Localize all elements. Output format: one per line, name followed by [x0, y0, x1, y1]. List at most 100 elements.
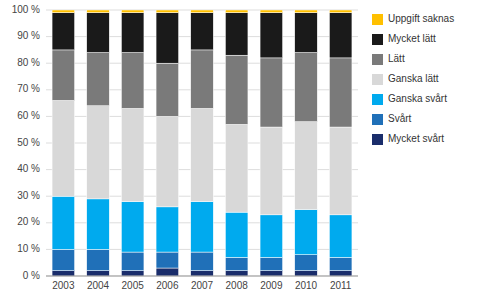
legend-swatch — [372, 94, 383, 105]
bar-segment — [260, 58, 283, 127]
bar-segment — [225, 124, 248, 212]
bar-segment — [87, 53, 110, 106]
bar-segment — [156, 10, 179, 13]
legend-label: Ganska lätt — [388, 73, 439, 84]
bar-segment — [260, 271, 283, 276]
bar-segment — [260, 10, 283, 13]
bar-segment — [87, 249, 110, 270]
legend-label: Mycket lätt — [388, 33, 436, 44]
y-tick-label: 80 % — [17, 57, 40, 68]
bar-segment — [295, 255, 318, 271]
y-tick-label: 90 % — [17, 30, 40, 41]
x-tick-label: 2007 — [191, 280, 214, 291]
bar-segment — [295, 10, 318, 13]
chart: 0 %10 %20 %30 %40 %50 %60 %70 %80 %90 %1… — [0, 0, 493, 299]
bar-segment — [52, 50, 75, 101]
bar-segment — [225, 10, 248, 13]
bar-segment — [52, 271, 75, 276]
grid — [46, 10, 358, 276]
bar-segment — [191, 252, 214, 271]
bar-segment — [121, 10, 144, 13]
legend-label: Ganska svårt — [388, 93, 447, 104]
bar-segment — [329, 58, 352, 127]
bar-segment — [329, 13, 352, 58]
bars — [52, 10, 352, 276]
bar-segment — [121, 108, 144, 201]
grid-line — [46, 276, 358, 277]
bar-segment — [87, 13, 110, 53]
bar-segment — [191, 202, 214, 253]
legend-label: Mycket svårt — [388, 133, 444, 144]
bar-segment — [121, 53, 144, 109]
bar-segment — [52, 10, 75, 13]
bar-segment — [329, 127, 352, 215]
y-tick-label: 40 % — [17, 163, 40, 174]
bar-segment — [260, 257, 283, 270]
bar-segment — [52, 13, 75, 50]
bar-segment — [191, 108, 214, 201]
y-tick-label: 100 % — [12, 4, 40, 15]
x-tick-label: 2009 — [260, 280, 283, 291]
bar-segment — [191, 50, 214, 109]
x-tick-label: 2010 — [295, 280, 318, 291]
bar-segment — [156, 63, 179, 116]
bar-segment — [87, 106, 110, 199]
bar-segment — [225, 257, 248, 270]
bar-segment — [52, 196, 75, 249]
legend: Uppgift saknas Mycket lätt Lätt Ganska lätt… — [372, 13, 454, 145]
bar-segment — [121, 13, 144, 53]
bar-segment — [225, 13, 248, 56]
legend-swatch — [372, 114, 383, 125]
bar-segment — [191, 13, 214, 50]
legend-swatch — [372, 14, 383, 25]
bar-segment — [52, 249, 75, 270]
bar-segment — [329, 215, 352, 258]
bar-segment — [156, 116, 179, 206]
x-tick-label: 2011 — [330, 280, 352, 291]
bar-segment — [329, 271, 352, 276]
x-tick-label: 2004 — [87, 280, 110, 291]
bar-segment — [295, 271, 318, 276]
bar-segment — [87, 199, 110, 250]
bar-segment — [260, 127, 283, 215]
legend-label: Uppgift saknas — [388, 13, 454, 24]
bar-segment — [156, 13, 179, 64]
bar-segment — [191, 271, 214, 276]
y-tick-label: 60 % — [17, 110, 40, 121]
x-tick-label: 2003 — [52, 280, 75, 291]
bar-segment — [156, 207, 179, 252]
legend-swatch — [372, 74, 383, 85]
bar-segment — [260, 13, 283, 58]
legend-label: Svårt — [388, 113, 412, 124]
bar-segment — [260, 215, 283, 258]
y-tick-label: 30 % — [17, 190, 40, 201]
bar-segment — [295, 53, 318, 122]
bar-segment — [295, 122, 318, 210]
bar-segment — [121, 271, 144, 276]
bar-segment — [156, 252, 179, 268]
y-tick-label: 70 % — [17, 83, 40, 94]
legend-label: Lätt — [388, 53, 405, 64]
x-axis-line — [46, 276, 358, 277]
y-tick-label: 20 % — [17, 216, 40, 227]
bar-segment — [329, 257, 352, 270]
bar-segment — [52, 100, 75, 196]
x-tick-label: 2008 — [226, 280, 249, 291]
legend-swatch — [372, 54, 383, 65]
bar-segment — [225, 271, 248, 276]
bar-segment — [225, 55, 248, 124]
bar-segment — [295, 13, 318, 53]
y-tick-label: 50 % — [17, 137, 40, 148]
bar-segment — [121, 252, 144, 271]
legend-swatch — [372, 134, 383, 145]
bar-segment — [295, 210, 318, 255]
bar-segment — [156, 268, 179, 276]
bar-segment — [191, 10, 214, 13]
bar-segment — [87, 10, 110, 13]
bar-segment — [121, 202, 144, 253]
x-tick-label: 2005 — [122, 280, 145, 291]
legend-swatch — [372, 34, 383, 45]
bar-segment — [225, 212, 248, 257]
y-tick-label: 0 % — [23, 270, 40, 281]
bar-segment — [329, 10, 352, 13]
